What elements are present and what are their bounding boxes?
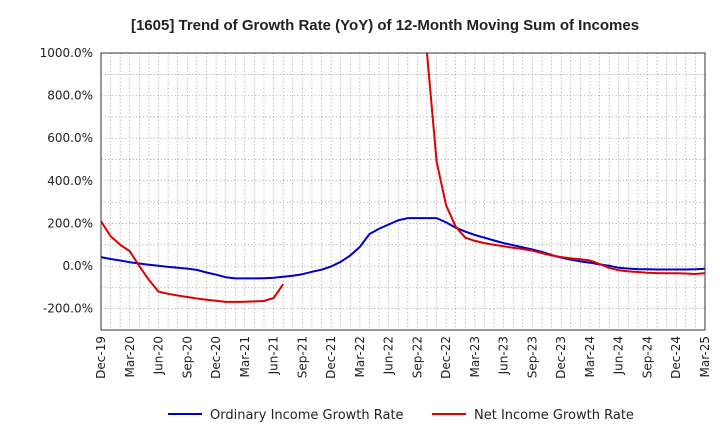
legend-label-net-income: Net Income Growth Rate (474, 408, 634, 423)
y-tick-label: 1000.0% (40, 46, 93, 60)
x-tick-label: Jun-21 (267, 336, 281, 375)
x-tick-label: Dec-19 (94, 336, 108, 379)
x-tick-label: Mar-21 (238, 336, 252, 377)
series-line-net-income (101, 53, 705, 303)
grid-lines (101, 53, 705, 330)
x-tick-label: Dec-20 (209, 336, 223, 379)
x-tick-label: Mar-23 (468, 336, 482, 377)
x-tick-label: Jun-24 (612, 336, 626, 375)
y-tick-label: -200.0% (43, 302, 93, 316)
legend-label-ordinary-income: Ordinary Income Growth Rate (210, 408, 404, 423)
chart-title: [1605] Trend of Growth Rate (YoY) of 12-… (131, 17, 639, 34)
series-lines (101, 53, 705, 303)
x-tick-label: Dec-21 (324, 336, 338, 379)
y-tick-label: 400.0% (47, 174, 93, 188)
x-tick-label: Jun-23 (497, 336, 511, 375)
series-line-ordinary-income (101, 217, 705, 280)
x-tick-label: Sep-22 (410, 336, 424, 378)
x-tick-label: Mar-22 (353, 336, 367, 377)
x-tick-label: Sep-20 (180, 336, 194, 378)
y-axis-tick-labels: 1000.0% 800.0% 600.0% 400.0% 200.0% 0.0% -200.… (40, 46, 93, 316)
x-tick-label: Mar-24 (583, 336, 597, 377)
x-tick-label: Jun-20 (152, 336, 166, 375)
y-tick-label: 800.0% (47, 89, 93, 103)
x-tick-label: Dec-23 (554, 336, 568, 379)
x-tick-label: Sep-21 (295, 336, 309, 378)
plot-border (100, 52, 706, 331)
x-tick-label: Mar-20 (123, 336, 137, 377)
x-tick-label: Mar-25 (698, 336, 712, 377)
x-tick-label: Jun-22 (382, 336, 396, 375)
x-axis-tick-labels: Dec-19 Mar-20 Jun-20 Sep-20 Dec-20 Mar-21 Jun-… (94, 336, 712, 379)
x-tick-label: Dec-22 (439, 336, 453, 379)
x-tick-label: Sep-24 (640, 336, 654, 378)
y-tick-label: 600.0% (47, 131, 93, 145)
y-tick-label: 200.0% (47, 216, 93, 230)
legend: Ordinary Income Growth Rate Net Income G… (168, 408, 634, 423)
x-tick-label: Sep-23 (525, 336, 539, 378)
y-tick-label: 0.0% (63, 259, 94, 273)
x-tick-label: Dec-24 (669, 336, 683, 379)
